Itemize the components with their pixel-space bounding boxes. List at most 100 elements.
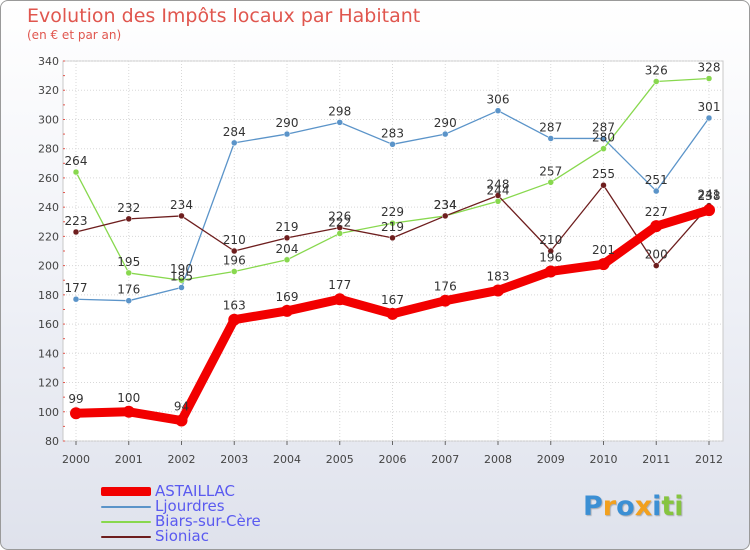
data-label-biars-sur-c-re: 328 [698, 61, 721, 75]
y-tick-label: 320 [38, 84, 59, 97]
data-label-astaillac: 100 [117, 391, 140, 405]
data-label-sioniac: 232 [117, 201, 140, 215]
data-labels: 177 176 185 284 290 298 283 290 306 287 287 251 301 2… [65, 61, 721, 414]
data-label-biars-sur-c-re: 280 [592, 131, 615, 145]
logo-letter: o [616, 491, 635, 522]
y-tick-label: 120 [38, 377, 59, 390]
data-point-sioniac [600, 181, 607, 189]
data-point-biars-sur-c-re [125, 269, 132, 277]
x-tick-label: 2010 [590, 453, 618, 466]
data-label-astaillac: 177 [328, 278, 351, 292]
data-label-biars-sur-c-re: 234 [434, 198, 457, 212]
chart-subtitle: (en € et par an) [27, 28, 122, 42]
data-point-biars-sur-c-re [653, 78, 660, 85]
data-label-astaillac: 201 [592, 243, 615, 257]
data-label-ljourdres: 287 [539, 120, 562, 134]
data-point-ljourdres [178, 284, 185, 291]
x-tick-label: 2007 [431, 453, 459, 466]
data-label-astaillac: 167 [381, 293, 404, 307]
data-label-sioniac: 226 [328, 210, 351, 224]
data-label-ljourdres: 301 [698, 100, 721, 114]
y-tick-label: 340 [38, 55, 59, 68]
data-label-sioniac: 234 [170, 198, 193, 212]
data-label-ljourdres: 283 [381, 126, 404, 140]
data-label-sioniac: 223 [65, 214, 88, 228]
y-tick-label: 160 [38, 318, 59, 331]
data-label-sioniac: 255 [592, 167, 615, 181]
data-point-astaillac [122, 405, 135, 418]
x-tick-label: 2011 [642, 453, 670, 466]
data-label-sioniac: 219 [381, 220, 404, 234]
data-label-astaillac: 183 [487, 269, 510, 283]
data-label-astaillac: 99 [68, 392, 83, 406]
data-point-biars-sur-c-re [600, 145, 607, 152]
y-tick-label: 140 [38, 347, 59, 360]
data-point-sioniac [231, 247, 238, 255]
data-point-biars-sur-c-re [336, 230, 343, 237]
data-label-biars-sur-c-re: 204 [276, 242, 299, 256]
data-label-astaillac: 163 [223, 299, 246, 313]
data-label-sioniac: 210 [539, 233, 562, 247]
data-label-astaillac: 94 [174, 400, 189, 414]
data-label-ljourdres: 290 [434, 116, 457, 130]
data-point-biars-sur-c-re [72, 168, 80, 176]
y-tick-label: 240 [38, 201, 59, 214]
y-tick-label: 80 [45, 435, 59, 448]
legend-label-sioniac: Sioniac [155, 527, 209, 545]
data-point-biars-sur-c-re [705, 75, 713, 82]
series [70, 75, 715, 427]
data-point-biars-sur-c-re [231, 268, 238, 275]
legend-swatch-ljourdres [101, 506, 151, 508]
data-label-biars-sur-c-re: 190 [170, 262, 193, 276]
proxiti-logo: Proxiti [583, 491, 684, 522]
data-point-biars-sur-c-re [283, 256, 291, 264]
data-label-ljourdres: 185 [170, 270, 193, 284]
data-label-ljourdres: 251 [645, 173, 668, 187]
data-point-sioniac [653, 262, 660, 269]
data-label-biars-sur-c-re: 326 [645, 63, 668, 77]
data-label-astaillac: 196 [539, 250, 562, 264]
legend-swatch-biars [101, 521, 151, 523]
data-point-ljourdres [389, 141, 396, 148]
data-point-astaillac [597, 258, 610, 271]
data-label-biars-sur-c-re: 257 [539, 164, 562, 178]
data-point-astaillac [281, 304, 293, 317]
data-label-ljourdres: 298 [328, 104, 351, 118]
x-tick-label: 2005 [326, 453, 354, 466]
data-point-ljourdres [72, 295, 80, 303]
logo-letter: x [634, 491, 653, 522]
legend-swatch-astaillac [101, 487, 151, 496]
data-label-astaillac: 238 [698, 189, 721, 203]
data-point-sioniac [442, 212, 449, 220]
y-tick-label: 100 [38, 406, 59, 419]
data-point-ljourdres [494, 107, 502, 114]
legend-swatch-sioniac [101, 536, 151, 538]
data-point-ljourdres [600, 135, 607, 142]
data-label-biars-sur-c-re: 196 [223, 253, 246, 267]
data-point-astaillac [175, 414, 188, 427]
data-point-astaillac [439, 294, 452, 307]
data-point-sioniac [336, 224, 343, 231]
legend-label-biars: Biars-sur-Cère [155, 512, 261, 530]
data-point-ljourdres [336, 119, 343, 126]
data-point-sioniac [547, 247, 554, 255]
data-label-astaillac: 227 [645, 205, 668, 219]
x-tick-label: 2012 [695, 453, 723, 466]
y-tick-label: 200 [38, 260, 59, 273]
data-label-ljourdres: 176 [117, 283, 140, 297]
data-point-astaillac [492, 284, 504, 297]
data-label-biars-sur-c-re: 195 [117, 255, 140, 269]
data-point-biars-sur-c-re [547, 179, 554, 186]
data-label-biars-sur-c-re: 222 [328, 215, 351, 229]
data-label-sioniac: 210 [223, 233, 246, 247]
logo-letter: i [674, 491, 684, 522]
data-point-ljourdres [705, 114, 713, 122]
data-label-astaillac: 176 [434, 280, 457, 294]
data-point-sioniac [283, 234, 291, 242]
x-tick-label: 2008 [484, 453, 512, 466]
y-tick-label: 300 [38, 113, 59, 126]
logo-letter: t [661, 491, 675, 522]
data-point-biars-sur-c-re [494, 198, 502, 205]
data-point-astaillac [650, 220, 663, 233]
